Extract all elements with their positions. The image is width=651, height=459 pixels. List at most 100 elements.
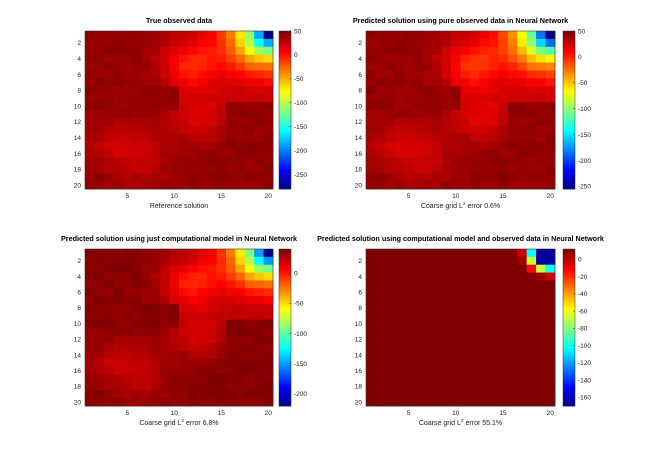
heatmap-cell: [94, 173, 105, 182]
colorbar-segment: [279, 50, 291, 54]
colorbar-segment: [563, 271, 575, 274]
heatmap-cell: [244, 327, 255, 336]
heatmap-cell: [197, 165, 208, 174]
heatmap-cell: [103, 31, 114, 40]
heatmap-cell: [469, 398, 480, 407]
x-tick-label: 15: [499, 410, 507, 417]
heatmap-cell: [113, 78, 123, 87]
heatmap-cell: [122, 94, 133, 103]
heatmap-cell: [188, 296, 199, 305]
heatmap-cell: [197, 149, 208, 158]
heatmap-cell: [244, 264, 255, 273]
heatmap-cell: [526, 86, 537, 95]
heatmap-cell: [113, 256, 123, 266]
heatmap-cell: [366, 343, 376, 352]
heatmap-cell: [150, 374, 161, 383]
heatmap-cell: [85, 181, 95, 190]
heatmap-cell: [150, 133, 161, 142]
heatmap-cell: [507, 181, 518, 190]
colorbar-tick-label: -20: [578, 274, 588, 281]
heatmap-cell: [244, 351, 255, 360]
heatmap-cell: [85, 54, 95, 63]
heatmap-cell: [526, 78, 537, 87]
heatmap-cell: [507, 327, 518, 336]
heatmap-cell: [160, 46, 170, 56]
heatmap-cell: [150, 327, 161, 336]
heatmap-cell: [488, 288, 499, 297]
heatmap-cell: [263, 78, 274, 87]
colorbar-segment: [563, 268, 575, 272]
heatmap-cell: [507, 31, 518, 40]
heatmap-cell: [460, 327, 471, 336]
heatmap-cell: [103, 181, 114, 190]
heatmap-cell: [122, 335, 133, 344]
heatmap-cell: [479, 319, 490, 328]
heatmap-cell: [132, 311, 142, 321]
heatmap-cell: [226, 382, 236, 391]
heatmap-cell: [94, 54, 105, 63]
heatmap-cell: [254, 296, 264, 305]
heatmap-cell: [384, 78, 395, 87]
heatmap-cell: [160, 358, 170, 368]
heatmap-cell: [150, 256, 161, 266]
heatmap-cell: [536, 38, 546, 48]
heatmap-cell: [366, 382, 376, 391]
heatmap-cell: [460, 249, 471, 258]
heatmap-cell: [469, 366, 480, 375]
heatmap-cell: [479, 149, 490, 158]
heatmap-cell: [85, 374, 95, 383]
heatmap-cell: [113, 319, 123, 328]
heatmap-cell: [197, 70, 208, 79]
heatmap-cell: [254, 125, 264, 135]
heatmap-cell: [94, 181, 105, 190]
heatmap-cell: [141, 86, 152, 95]
heatmap-cell: [498, 70, 509, 79]
heatmap-cell: [479, 86, 490, 95]
heatmap-cell: [254, 110, 264, 119]
colorbar-segment: [279, 285, 291, 289]
colorbar-segment: [563, 393, 575, 397]
heatmap-cell: [132, 181, 142, 190]
heatmap-cell: [103, 86, 114, 95]
heatmap-cell: [254, 351, 264, 360]
heatmap-cell: [132, 374, 142, 383]
colorbar-segment: [563, 53, 575, 57]
heatmap-cell: [113, 38, 123, 48]
heatmap-cell: [432, 256, 442, 266]
colorbar-tick-label: -150: [294, 124, 307, 131]
colorbar-segment: [279, 403, 291, 407]
colorbar-frame: [562, 30, 576, 190]
heatmap-cell: [507, 272, 518, 281]
colorbar-segment: [279, 90, 291, 94]
colorbar-segment: [563, 154, 575, 158]
heatmap-cell: [451, 351, 461, 360]
heatmap-cell: [254, 366, 264, 375]
heatmap-cell: [122, 133, 133, 142]
heatmap-cell: [226, 54, 236, 63]
heatmap-cell: [122, 117, 133, 127]
heatmap-cell: [488, 398, 499, 407]
colorbar-segment: [279, 35, 291, 39]
heatmap-cell: [441, 288, 452, 297]
heatmap-cell: [207, 311, 217, 321]
heatmap-cell: [366, 133, 376, 142]
heatmap-cell: [160, 54, 170, 63]
heatmap-cell: [441, 133, 452, 142]
heatmap-cell: [226, 149, 236, 158]
heatmap-cell: [244, 288, 255, 297]
heatmap-cell: [394, 86, 405, 95]
heatmap-cell: [479, 366, 490, 375]
y-tick-label: 4: [77, 274, 81, 281]
heatmap-cell: [122, 110, 133, 119]
colorbar-segment: [279, 249, 291, 252]
heatmap-cell: [197, 125, 208, 135]
heatmap-cell: [197, 117, 208, 127]
heatmap-cell: [517, 327, 528, 336]
heatmap-cell: [169, 288, 180, 297]
heatmap-cell: [507, 288, 518, 297]
heatmap-cell: [254, 288, 264, 297]
heatmap-cell: [169, 62, 180, 71]
heatmap-cell: [216, 86, 227, 95]
heatmap-cell: [498, 249, 509, 258]
heatmap-cell: [103, 141, 114, 150]
